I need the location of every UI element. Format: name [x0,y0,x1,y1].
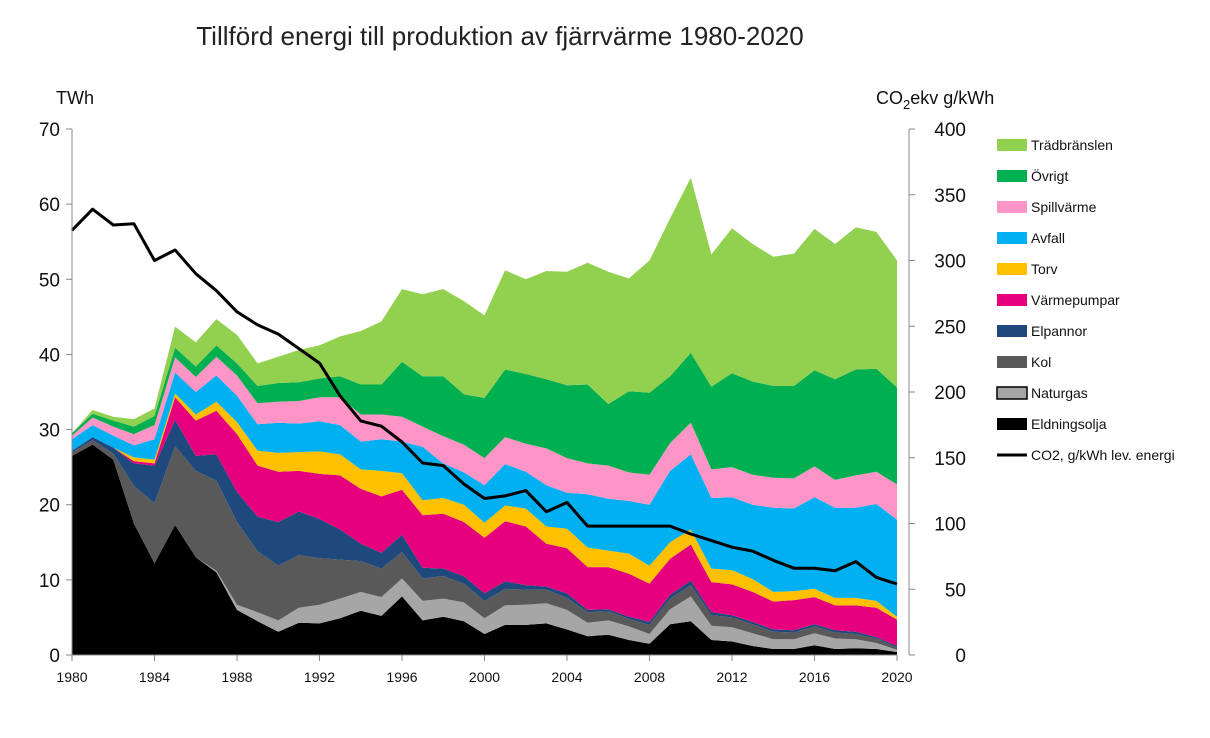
area-ovrigt [72,345,897,485]
legend-label-kol: Kol [1031,354,1051,370]
x-tick-label: 1996 [386,669,417,685]
right-axis-unit-base: CO [876,88,903,108]
x-tick-label: 2016 [799,669,830,685]
left-tick-label: 70 [39,120,60,141]
area-naturgas [72,444,897,652]
x-tick-label: 1988 [221,669,252,685]
x-tick-label: 2012 [716,669,747,685]
right-tick-label: 250 [934,317,966,338]
right-tick-label: 150 [934,449,966,470]
co2-line [70,207,898,586]
chart-title: Tillförd energi till produktion av fjärr… [196,21,803,51]
left-tick-label: 10 [39,571,60,592]
right-tick-label: 100 [934,515,966,536]
left-tick-label: 20 [39,496,60,517]
legend-label-co2: CO2, g/kWh lev. energi [1031,447,1175,463]
area-avfall [72,372,897,617]
legend-label-varmepumpar: Värmepumpar [1031,292,1120,308]
legend-swatch-tradbranslen [997,139,1027,151]
legend-swatch-eldningsolja [997,418,1027,430]
x-tick-label: 2000 [469,669,500,685]
x-tick-label: 1992 [304,669,335,685]
legend-label-spillvarme: Spillvärme [1031,199,1097,215]
x-tick-label: 2008 [634,669,665,685]
area-varmepumpar [72,397,897,646]
left-tick-label: 0 [49,646,60,667]
legend-label-elpannor: Elpannor [1031,323,1087,339]
left-tick-label: 60 [39,195,60,216]
legend-label-avfall: Avfall [1031,230,1065,246]
right-axis-unit-rest: ekv g/kWh [910,88,994,108]
x-tick-label: 1980 [56,669,87,685]
right-tick-label: 200 [934,383,966,404]
x-tick-label: 2020 [881,669,912,685]
area-torv [72,393,897,620]
legend-swatch-varmepumpar [997,294,1027,306]
legend-label-naturgas: Naturgas [1031,385,1088,401]
axes: 0 10 20 30 40 50 60 70 0 50 100 150 200 250 300 350 400 1… [39,120,966,685]
legend-label-torv: Torv [1031,261,1057,277]
legend-swatch-spillvarme [997,201,1027,213]
x-tick-label: 2004 [551,669,582,685]
area-tradbranslen [72,177,897,434]
x-tick-label: 1984 [139,669,170,685]
right-axis-unit: CO2ekv g/kWh [876,88,994,112]
left-axis-unit: TWh [56,88,94,108]
legend-label-ovrigt: Övrigt [1031,167,1068,184]
right-axis-unit-sub: 2 [903,97,910,112]
legend: Trädbränslen Övrigt Spillvärme Avfall Torv Vä… [996,137,1175,463]
legend-swatch-avfall [997,232,1027,244]
right-tick-label: 0 [955,646,966,667]
left-tick-label: 30 [39,421,60,442]
legend-swatch-ovrigt [997,170,1027,182]
legend-label-eldningsolja: Eldningsolja [1031,416,1107,432]
area-elpannor [72,419,897,648]
legend-swatch-naturgas [996,386,1028,400]
area-kol [72,440,897,650]
left-tick-label: 50 [39,270,60,291]
legend-swatch-elpannor [997,325,1027,337]
legend-swatch-kol [997,356,1027,368]
right-tick-label: 400 [934,120,966,141]
legend-label-tradbranslen: Trädbränslen [1031,137,1113,153]
left-tick-label: 40 [39,345,60,366]
stacked-areas [72,177,897,655]
right-tick-label: 300 [934,252,966,273]
area-eldningsolja [72,444,897,655]
right-tick-label: 350 [934,186,966,207]
legend-swatch-torv [997,263,1027,275]
co2-line-layer [70,207,898,586]
right-tick-label: 50 [945,580,966,601]
